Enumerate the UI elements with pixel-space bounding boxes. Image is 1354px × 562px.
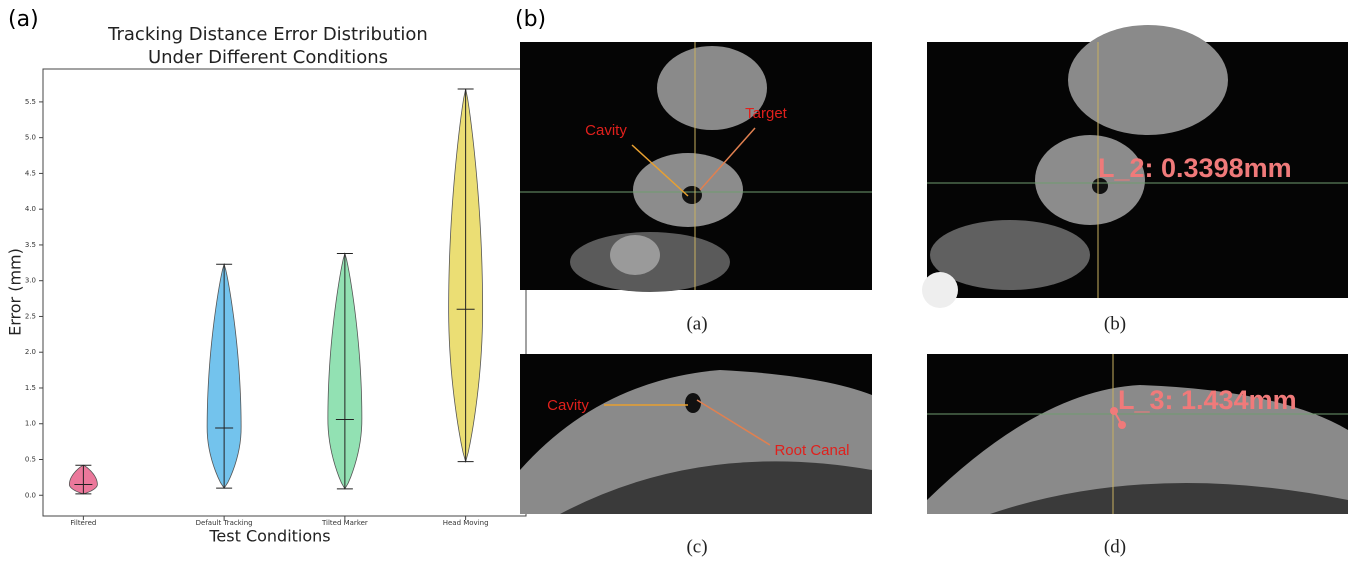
y-tick-label: 5.5 <box>25 98 36 106</box>
x-tick-label: Tilted Marker <box>321 519 368 527</box>
y-tick-label: 0.5 <box>25 455 36 463</box>
x-tick-label: Head Moving <box>443 519 489 527</box>
panel-label: (b) <box>515 7 546 32</box>
x-tick-label: Default Tracking <box>196 519 253 527</box>
image-caption: (b) <box>1104 313 1126 334</box>
measurement: L_2: 0.3398mm <box>1098 153 1292 183</box>
y-tick-label: 4.5 <box>25 169 36 177</box>
measurement: L_3: 1.434mm <box>1118 385 1297 415</box>
figure: (a) (b) Tracking Distance Error Distribu… <box>0 0 1354 562</box>
ct-image <box>927 354 1348 514</box>
y-tick-label: 1.5 <box>25 384 36 392</box>
y-tick-label: 2.0 <box>25 348 36 356</box>
x-axis-label: Test Conditions <box>208 527 330 546</box>
image-caption: (c) <box>686 536 707 557</box>
ct-image <box>520 354 872 514</box>
y-tick-label: 5.0 <box>25 134 36 142</box>
image-caption: (a) <box>686 313 707 334</box>
y-tick-label: 0.0 <box>25 491 36 499</box>
annotation: Root Canal <box>774 442 849 459</box>
y-tick-label: 3.5 <box>25 241 36 249</box>
y-tick-label: 3.0 <box>25 277 36 285</box>
image-caption: (d) <box>1104 536 1126 557</box>
panel-label: (a) <box>8 7 39 32</box>
y-axis-label: Error (mm) <box>6 248 25 336</box>
annotation: Target <box>745 105 788 122</box>
annotation: Cavity <box>547 397 589 414</box>
annotation: Cavity <box>585 122 627 139</box>
y-tick-label: 4.0 <box>25 205 36 213</box>
y-tick-label: 2.5 <box>25 312 36 320</box>
x-tick-label: Filtered <box>70 519 96 527</box>
ct-image <box>520 42 872 292</box>
y-tick-label: 1.0 <box>25 420 36 428</box>
